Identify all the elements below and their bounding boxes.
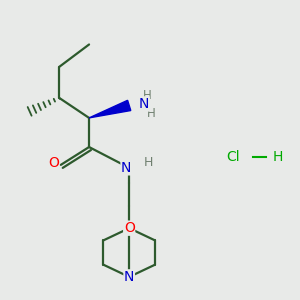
Polygon shape [89, 100, 131, 118]
Text: O: O [124, 221, 135, 235]
Text: N: N [124, 270, 134, 284]
Text: N: N [121, 161, 131, 175]
Text: H: H [144, 156, 153, 169]
Text: H: H [147, 107, 156, 120]
Text: N: N [139, 97, 149, 111]
Text: H: H [273, 150, 283, 164]
Text: O: O [48, 156, 59, 170]
Text: H: H [143, 89, 152, 102]
Text: Cl: Cl [226, 150, 240, 164]
